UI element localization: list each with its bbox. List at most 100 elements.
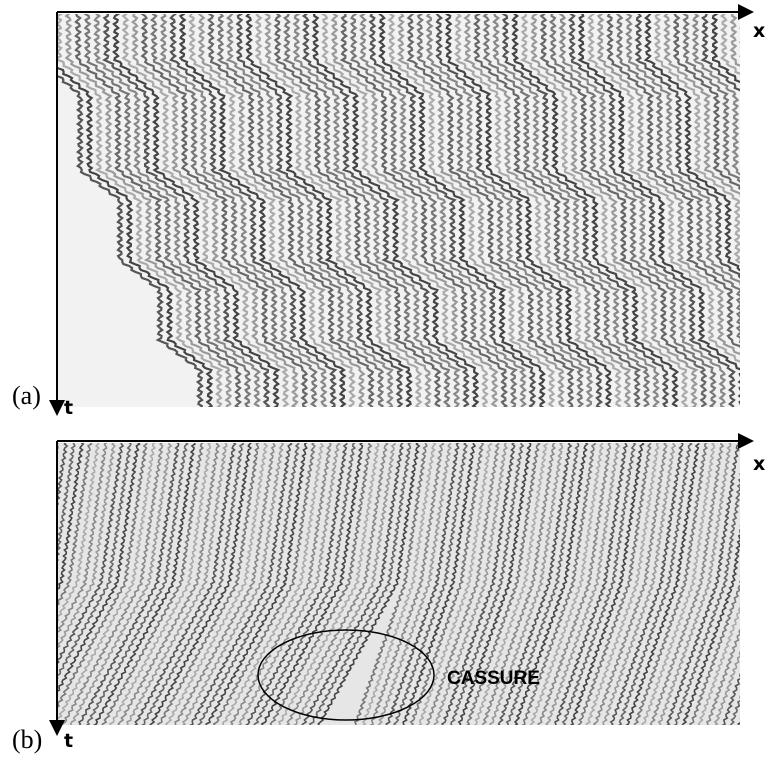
stripe bbox=[77, 443, 180, 725]
panel-label-b: (b) bbox=[12, 725, 42, 754]
stripe bbox=[140, 443, 245, 725]
stripe bbox=[245, 14, 414, 407]
stripe bbox=[450, 443, 525, 725]
stripe bbox=[402, 443, 477, 725]
stripe bbox=[349, 14, 518, 407]
stripe bbox=[164, 443, 269, 725]
panel-a-pattern bbox=[57, 14, 740, 407]
stripe bbox=[481, 443, 557, 725]
stripe bbox=[377, 443, 452, 725]
stripe bbox=[57, 14, 224, 407]
stripe bbox=[169, 14, 338, 407]
stripe bbox=[513, 443, 589, 725]
stripe bbox=[83, 14, 252, 407]
stripe bbox=[178, 14, 347, 407]
stripe bbox=[69, 443, 173, 725]
stripe bbox=[358, 14, 528, 407]
stripe bbox=[353, 443, 428, 725]
stripe bbox=[60, 443, 164, 725]
stripe bbox=[617, 443, 693, 725]
stripe bbox=[188, 14, 357, 407]
stripe bbox=[558, 14, 727, 407]
stripe bbox=[85, 443, 189, 725]
stripe bbox=[317, 443, 421, 725]
stripe bbox=[453, 14, 622, 407]
stripe bbox=[587, 14, 740, 363]
stripe bbox=[57, 443, 76, 567]
stripe bbox=[311, 14, 480, 407]
stripe bbox=[643, 14, 740, 272]
stripe bbox=[682, 14, 740, 183]
stripe bbox=[0, 440, 20, 728]
stripe bbox=[235, 14, 404, 407]
stripe bbox=[57, 63, 214, 407]
stripe bbox=[466, 443, 541, 725]
stripe bbox=[577, 443, 652, 725]
stripe bbox=[0, 440, 28, 728]
stripe bbox=[212, 443, 316, 725]
stripe bbox=[0, 440, 11, 728]
stripe bbox=[606, 14, 740, 351]
stripe bbox=[440, 443, 516, 725]
stripe bbox=[133, 443, 237, 725]
stripe bbox=[511, 14, 680, 407]
stripe bbox=[697, 603, 740, 725]
stripe bbox=[253, 443, 357, 725]
x-label-a: x bbox=[753, 20, 765, 42]
stripe bbox=[457, 443, 532, 725]
stripe bbox=[700, 14, 740, 92]
stripe bbox=[57, 443, 116, 653]
stripe bbox=[57, 443, 157, 724]
stripe bbox=[92, 443, 196, 725]
stripe bbox=[505, 443, 580, 725]
stripe bbox=[602, 443, 677, 725]
stripe bbox=[387, 14, 556, 407]
stripe bbox=[705, 625, 740, 725]
stripe bbox=[225, 14, 394, 407]
stripe bbox=[149, 443, 253, 725]
stripe bbox=[577, 14, 740, 405]
stripe bbox=[282, 14, 452, 407]
stripe bbox=[57, 443, 148, 708]
t-label-b: t bbox=[64, 730, 73, 752]
stripe bbox=[710, 14, 740, 84]
stripe bbox=[482, 14, 651, 407]
stripe bbox=[102, 14, 271, 407]
stripe bbox=[216, 14, 385, 407]
stripe bbox=[264, 14, 433, 407]
stripe bbox=[666, 443, 740, 725]
stripe bbox=[308, 443, 412, 725]
stripe bbox=[561, 443, 637, 725]
stripe bbox=[339, 14, 509, 407]
stripe bbox=[57, 443, 60, 465]
stripe bbox=[548, 14, 717, 407]
stripe bbox=[473, 443, 548, 725]
stripe bbox=[657, 443, 732, 725]
stripe bbox=[688, 575, 740, 725]
stripe bbox=[57, 443, 141, 695]
stripe bbox=[125, 443, 228, 725]
stripe bbox=[57, 443, 125, 665]
stripe bbox=[385, 443, 460, 725]
stripe bbox=[521, 443, 597, 725]
x-label-b: x bbox=[753, 453, 765, 475]
stripe bbox=[292, 14, 461, 407]
stripe bbox=[554, 443, 628, 725]
stripe bbox=[472, 14, 642, 407]
stripe bbox=[713, 651, 740, 725]
stripe bbox=[301, 443, 405, 725]
stripe bbox=[285, 443, 389, 725]
stripe bbox=[392, 443, 469, 725]
stripe bbox=[539, 14, 708, 407]
stripe bbox=[501, 14, 670, 407]
stripe bbox=[57, 443, 69, 515]
stripe bbox=[444, 14, 613, 407]
stripe bbox=[74, 14, 243, 407]
stripe bbox=[738, 14, 740, 57]
annotation: CASSURE bbox=[447, 668, 540, 689]
stripe bbox=[57, 443, 108, 638]
stripe bbox=[101, 443, 205, 725]
stripe bbox=[206, 14, 375, 407]
stripe bbox=[368, 14, 537, 407]
